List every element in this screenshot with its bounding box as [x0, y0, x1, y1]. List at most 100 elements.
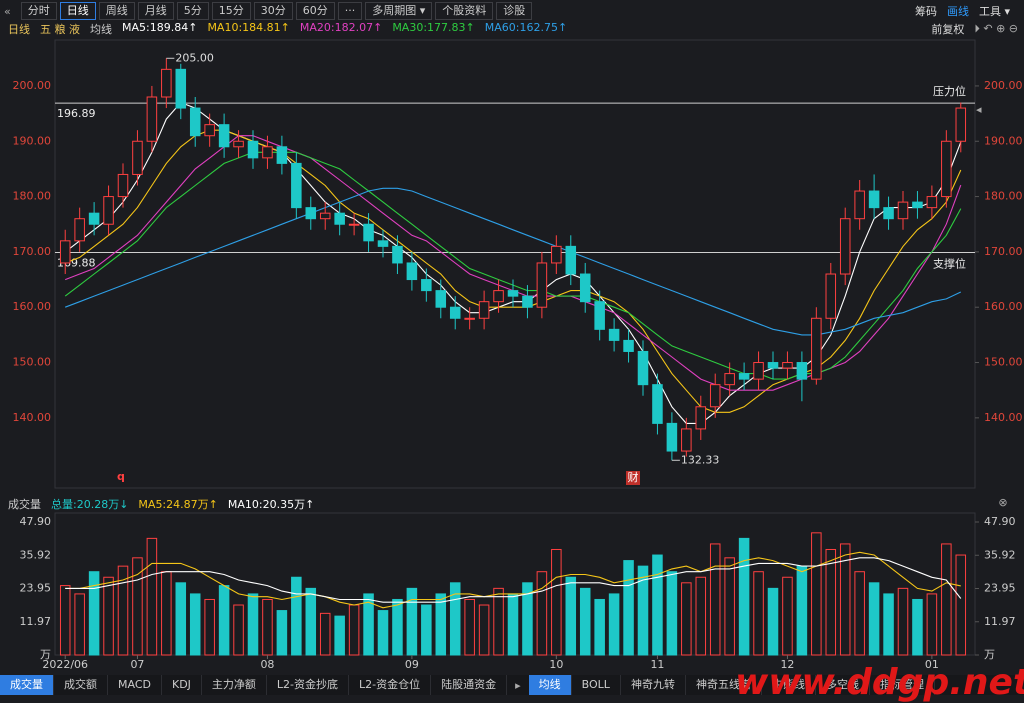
period-button[interactable]: ···: [337, 2, 363, 20]
volume-bar: [811, 532, 822, 656]
y-tick-label: 11.97: [20, 615, 52, 628]
candle-body: [449, 306, 461, 319]
y-tick-label: 170.00: [13, 245, 52, 258]
period-button[interactable]: 周线: [98, 2, 135, 20]
period-button[interactable]: 日线: [59, 2, 96, 20]
volume-legend: 成交量 总量:20.28万↓ MA5:24.87万↑ MA10:20.35万↑: [8, 496, 324, 512]
volume-bar: [377, 610, 389, 656]
volume-bar: [204, 598, 215, 656]
candle-body: [406, 262, 418, 281]
x-tick-label: 07: [130, 658, 144, 671]
period-button[interactable]: 分时: [20, 2, 57, 20]
indicator-tab[interactable]: 陆股通资金: [431, 675, 508, 695]
y-tick-label-right: 160.00: [984, 300, 1023, 313]
collapse-icon[interactable]: «: [4, 4, 11, 18]
candle-body: [464, 317, 475, 320]
period-button[interactable]: 月线: [137, 2, 174, 20]
volume-bar: [825, 548, 837, 656]
period-button[interactable]: 15分: [211, 2, 251, 20]
tool-button[interactable]: 工具 ▾: [978, 5, 1010, 18]
close-icon[interactable]: ⊗: [998, 496, 1007, 509]
volume-bar: [724, 557, 735, 656]
candle-body: [579, 273, 591, 303]
candle-body: [666, 422, 678, 452]
tab-arrow[interactable]: ▸: [515, 678, 521, 692]
volume-bar: [536, 571, 548, 656]
y-tick-label: 140.00: [13, 411, 52, 424]
y-tick-label-right: 140.00: [984, 411, 1023, 424]
x-tick-label: 01: [925, 658, 939, 671]
volume-bar: [189, 593, 201, 656]
volume-bar: [941, 543, 952, 656]
indicator-tab[interactable]: 主力净额: [202, 675, 267, 695]
max-label: 205.00: [175, 51, 214, 64]
period-button[interactable]: 多周期图 ▾: [365, 2, 433, 20]
volume-bar: [796, 565, 808, 656]
y-tick-label: 190.00: [13, 134, 52, 147]
overlay-tab[interactable]: 牛熊线: [762, 675, 816, 695]
overlay-tab[interactable]: 多空线: [816, 675, 870, 695]
period-button[interactable]: 5分: [176, 2, 209, 20]
candle-body: [161, 68, 172, 98]
indicator-tab[interactable]: L2-资金抄底: [267, 675, 350, 695]
volume-bar: [681, 582, 692, 656]
candle-body: [594, 301, 605, 330]
volume-bar: [421, 604, 432, 656]
volume-bar: [854, 571, 865, 656]
overlay-tab[interactable]: BOLL: [572, 675, 621, 695]
tool-button[interactable]: 画线: [946, 5, 969, 18]
x-tick-label: 10: [549, 658, 563, 671]
volume-bar: [233, 604, 244, 656]
tool-icons[interactable]: ⏵ ↶ ⊕ ⊖: [974, 22, 1018, 35]
indicator-tab[interactable]: 成交额: [54, 675, 108, 695]
volume-bar: [348, 604, 360, 656]
volume-bar: [493, 587, 504, 656]
overlay-tab[interactable]: 神奇九转: [621, 675, 686, 695]
candle-body: [753, 362, 764, 380]
indicator-tab[interactable]: L2-资金仓位: [349, 675, 432, 695]
min-label: 132.33: [681, 453, 720, 466]
y-tick-label: 万: [40, 648, 51, 661]
tool-button[interactable]: 筹码: [914, 5, 937, 18]
period-button[interactable]: 60分: [295, 2, 335, 20]
legend-entry: MA5:189.84↑: [122, 21, 198, 34]
candle-body: [189, 107, 201, 137]
y-tick-label: 47.90: [20, 515, 52, 528]
candle-body: [941, 140, 952, 198]
event-marker: q: [117, 470, 125, 483]
candle-body: [132, 140, 143, 175]
candle-body: [276, 146, 288, 164]
candle-body: [883, 207, 894, 220]
volume-title: 成交量: [8, 498, 41, 511]
volume-bar: [59, 585, 71, 656]
y-tick-label: 23.95: [20, 582, 52, 595]
indicator-tab[interactable]: 成交量: [0, 675, 54, 695]
candle-body: [724, 373, 735, 386]
overlay-tab[interactable]: 神奇五线谱: [686, 675, 762, 695]
volume-bar: [88, 571, 100, 656]
candle-body: [59, 240, 71, 264]
volume-bar: [897, 587, 909, 656]
indicator-name: 均线: [90, 23, 112, 36]
candle-body: [262, 146, 273, 159]
ma-line: [65, 557, 962, 603]
bottom-tabs: 成交量 成交额 MACD KDJ 主力净额 L2-资金抄底 L2-资金仓位 陆股通资金 ▸ 均线 B…: [0, 675, 1024, 695]
indicator-tab[interactable]: KDJ: [162, 675, 202, 695]
candle-body: [348, 223, 360, 226]
event-marker-bg: [626, 471, 640, 485]
period-button[interactable]: 30分: [253, 2, 293, 20]
volume-bar: [276, 610, 288, 656]
candle-body: [421, 279, 432, 292]
period-button[interactable]: 诊股: [496, 2, 533, 20]
adjust-mode[interactable]: 前复权: [931, 23, 965, 36]
indicator-tab[interactable]: MACD: [108, 675, 162, 695]
overlay-tab[interactable]: 指标管理: [870, 675, 935, 695]
overlay-tab[interactable]: 均线: [528, 675, 572, 695]
ma-line: [65, 551, 961, 609]
period-button[interactable]: 个股资料: [435, 2, 494, 20]
volume-bar: [883, 593, 894, 656]
volume-bar: [753, 571, 764, 656]
volume-bar: [695, 576, 707, 656]
legend-row: 日线五 粮 液均线 MA5:189.84↑ MA10:184.81↑ MA20:182…: [8, 21, 1018, 37]
